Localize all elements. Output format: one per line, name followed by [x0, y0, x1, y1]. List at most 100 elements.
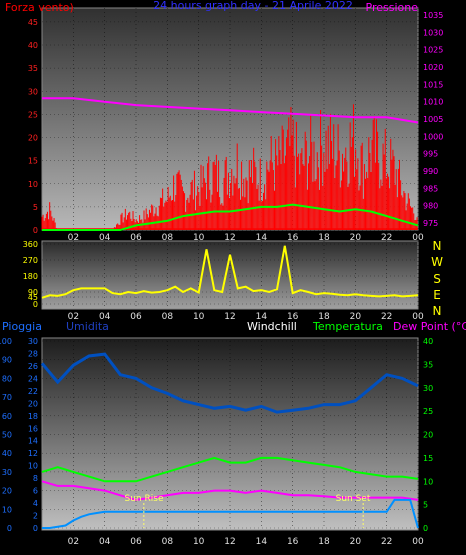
direction-letter-w: W [431, 255, 443, 269]
direction-panel-bg [41, 240, 419, 310]
weather-tick-label: 02 [68, 537, 79, 547]
pressure-tick-label: 1000 [423, 132, 443, 141]
rain-tick-label: 26 [28, 362, 38, 371]
rain-tick-label: 4 [33, 499, 38, 508]
wind-tick-label: 25 [28, 110, 38, 119]
rain-tick-label: 30 [28, 337, 38, 346]
windchill-title: Windchill [247, 320, 297, 333]
direction-letter-e: E [433, 288, 441, 302]
wind-tick-label: 12 [224, 233, 235, 243]
temperature-tick-label: 30 [423, 384, 433, 393]
humidity-tick-label: 60 [2, 412, 12, 421]
weather-tick-label: 00 [412, 537, 424, 547]
direction-tick-label: 14 [256, 312, 268, 322]
direction-tick-label: 16 [287, 312, 299, 322]
rain-tick-label: 12 [28, 449, 38, 458]
direction-tick-label: 22 [381, 312, 392, 322]
temperature-tick-label: 0 [423, 524, 428, 533]
weather-tick-label: 16 [287, 537, 299, 547]
wind-tick-label: 08 [162, 233, 174, 243]
temperature-title: Temperatura [312, 320, 383, 333]
direction-tick-label: 360 [23, 240, 38, 249]
direction-tick-label: 00 [412, 312, 424, 322]
wind-tick-label: 15 [28, 157, 38, 166]
direction-tick-label: 12 [224, 312, 235, 322]
direction-tick-label: 270 [23, 256, 38, 265]
rain-tick-label: 14 [28, 437, 38, 446]
temperature-line [41, 456, 419, 483]
direction-tick-label: 04 [99, 312, 111, 322]
wind-tick-label: 16 [287, 233, 299, 243]
direction-tick-label: 18 [318, 312, 330, 322]
weather-tick-label: 18 [318, 537, 330, 547]
pressure-tick-label: 1020 [423, 63, 443, 72]
humidity-line [40, 352, 419, 414]
rain-tick-label: 18 [28, 412, 38, 421]
humidity-tick-label: 30 [2, 468, 12, 477]
dewpoint-title: Dew Point (°C) [393, 320, 466, 333]
humidity-tick-label: 80 [2, 374, 12, 383]
pressure-tick-label: 1025 [423, 46, 443, 55]
direction-line [41, 245, 419, 299]
direction-tick-label: 0 [33, 300, 38, 309]
humidity-tick-label: 70 [2, 393, 12, 402]
humidity-tick-label: 40 [2, 449, 12, 458]
temperature-tick-label: 25 [423, 407, 433, 416]
wind-tick-label: 10 [193, 233, 205, 243]
pressure-tick-label: 1030 [423, 28, 443, 37]
direction-tick-label: 08 [162, 312, 174, 322]
pressure-tick-label: 1010 [423, 98, 443, 107]
wind-tick-label: 20 [28, 134, 38, 143]
wind-tick-label: 06 [130, 233, 142, 243]
sunrise-label: Sun Rise [125, 494, 164, 504]
wind-tick-label: 35 [28, 64, 38, 73]
wind-tick-label: 0 [33, 226, 38, 235]
humidity-tick-label: 50 [2, 431, 12, 440]
rain-line [42, 498, 419, 529]
rain-tick-label: 20 [28, 399, 38, 408]
direction-tick-label: 45 [28, 293, 38, 302]
rain-title: Pioggia [2, 320, 42, 333]
pressure-title: Pressione [366, 1, 419, 14]
wind-tick-label: 40 [28, 41, 38, 50]
pressure-tick-label: 1015 [423, 80, 443, 89]
direction-tick-label: 180 [23, 272, 38, 281]
humidity-tick-label: 20 [2, 487, 12, 496]
temperature-tick-label: 35 [423, 360, 433, 369]
wind-tick-label: 22 [381, 233, 392, 243]
wind-title: Forza vento) [5, 1, 74, 14]
wind-tick-label: 20 [350, 233, 362, 243]
humidity-tick-label: 0 [7, 524, 12, 533]
pressure-tick-label: 980 [423, 202, 438, 211]
wind-tick-label: 00 [412, 233, 424, 243]
wind-tick-label: 02 [68, 233, 79, 243]
direction-tick-label: 20 [350, 312, 362, 322]
pressure-tick-label: 975 [423, 219, 438, 228]
wind-tick-label: 5 [33, 203, 38, 212]
humidity-tick-label: 90 [2, 356, 12, 365]
wind-tick-label: 14 [256, 233, 268, 243]
humidity-tick-label: 100 [0, 337, 12, 346]
humidity-tick-label: 10 [2, 505, 12, 514]
pressure-line [42, 97, 419, 124]
weather-tick-label: 06 [130, 537, 142, 547]
direction-letter-n-bottom: N [433, 304, 442, 318]
temperature-tick-label: 15 [423, 454, 433, 463]
gust-line [42, 203, 419, 231]
pressure-tick-label: 1005 [423, 115, 443, 124]
rain-tick-label: 24 [28, 374, 38, 383]
wind-tick-label: 10 [28, 180, 38, 189]
rain-tick-label: 6 [33, 487, 38, 496]
weather-tick-label: 22 [381, 537, 392, 547]
pressure-tick-label: 990 [423, 167, 438, 176]
weather-tick-label: 10 [193, 537, 205, 547]
weather-tick-label: 14 [256, 537, 268, 547]
pressure-tick-label: 1035 [423, 11, 443, 20]
pressure-tick-label: 985 [423, 184, 438, 193]
direction-tick-label: 02 [68, 312, 79, 322]
rain-tick-label: 2 [33, 512, 38, 521]
pressure-tick-label: 995 [423, 150, 438, 159]
wind-tick-label: 18 [318, 233, 330, 243]
chart-title: 24 hours graph day - 21 Aprile 2022 [153, 0, 353, 12]
temperature-tick-label: 20 [423, 431, 433, 440]
